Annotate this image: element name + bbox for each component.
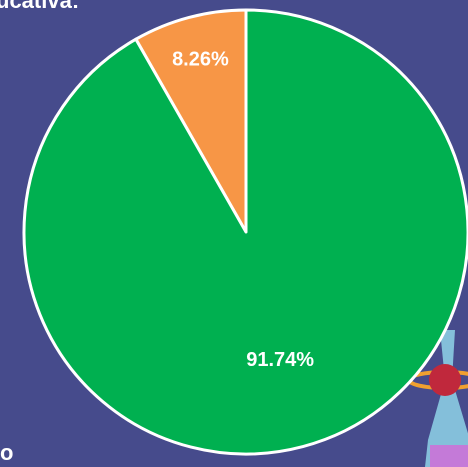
pie-slice: [24, 10, 468, 454]
data-label: 8.26%: [172, 49, 229, 71]
flask-liquid: [430, 445, 468, 467]
chart: ucativa: o 8.26% 91.74%: [0, 0, 468, 467]
planet: [429, 364, 461, 396]
text-fragment: o: [0, 440, 13, 465]
heading-fragment: ucativa:: [0, 0, 79, 13]
data-label: 91.74%: [246, 349, 314, 371]
